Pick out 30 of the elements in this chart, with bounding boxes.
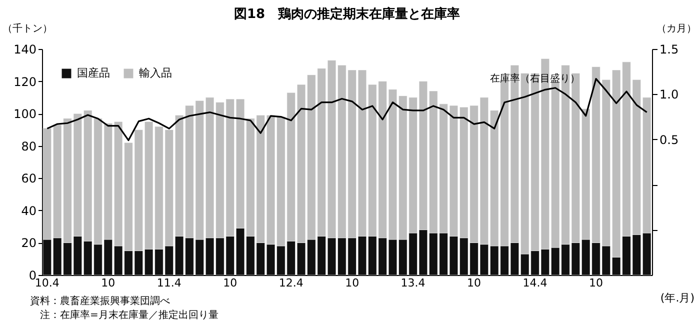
- x-tick-label: 11.4: [156, 276, 182, 290]
- x-tick-label: 14.4: [522, 276, 548, 290]
- y-tick-label: 80: [21, 139, 36, 154]
- y-tick-label: 40: [21, 204, 36, 218]
- x-tick-label: 10: [467, 276, 482, 290]
- y2-tick-label: 1.0: [660, 88, 679, 102]
- y2-axis-title: （カ月）: [656, 24, 696, 34]
- series-label: 在庫率（右目盛り）: [490, 72, 580, 84]
- x-tick-label: 10: [223, 276, 238, 290]
- x-tick-label: 13.4: [400, 276, 426, 290]
- x-tick-label: 12.4: [278, 276, 304, 290]
- x-tick-label: 10: [589, 276, 603, 290]
- x-tick-label: 10: [101, 276, 116, 290]
- y-axis-title: （千トン）: [2, 22, 52, 34]
- y-tick-label: 100: [14, 107, 36, 122]
- x-axis-title: (年.月): [660, 292, 694, 304]
- y-tick-label: 60: [21, 172, 36, 186]
- legend-label: 国産品: [77, 66, 110, 80]
- text: 注：在庫率=月末在庫量／推定出回り量: [40, 309, 218, 321]
- y-tick-label: 120: [14, 74, 36, 89]
- legend-label: 輸入品: [139, 66, 172, 80]
- x-tick-label: 10.4: [34, 276, 60, 290]
- y-tick-label: 140: [14, 42, 36, 56]
- y2-tick-label: 0.5: [660, 132, 679, 147]
- y-tick-label: 20: [21, 236, 36, 250]
- y2-tick-label: 1.5: [660, 42, 679, 56]
- x-tick-label: 10: [345, 276, 360, 290]
- chart-title: 図18 鶏肉の推定期末在庫量と在庫率: [234, 6, 460, 22]
- text: 資料：農畜産業振興事業団調べ: [30, 295, 170, 307]
- y-tick-label: 0: [28, 268, 36, 282]
